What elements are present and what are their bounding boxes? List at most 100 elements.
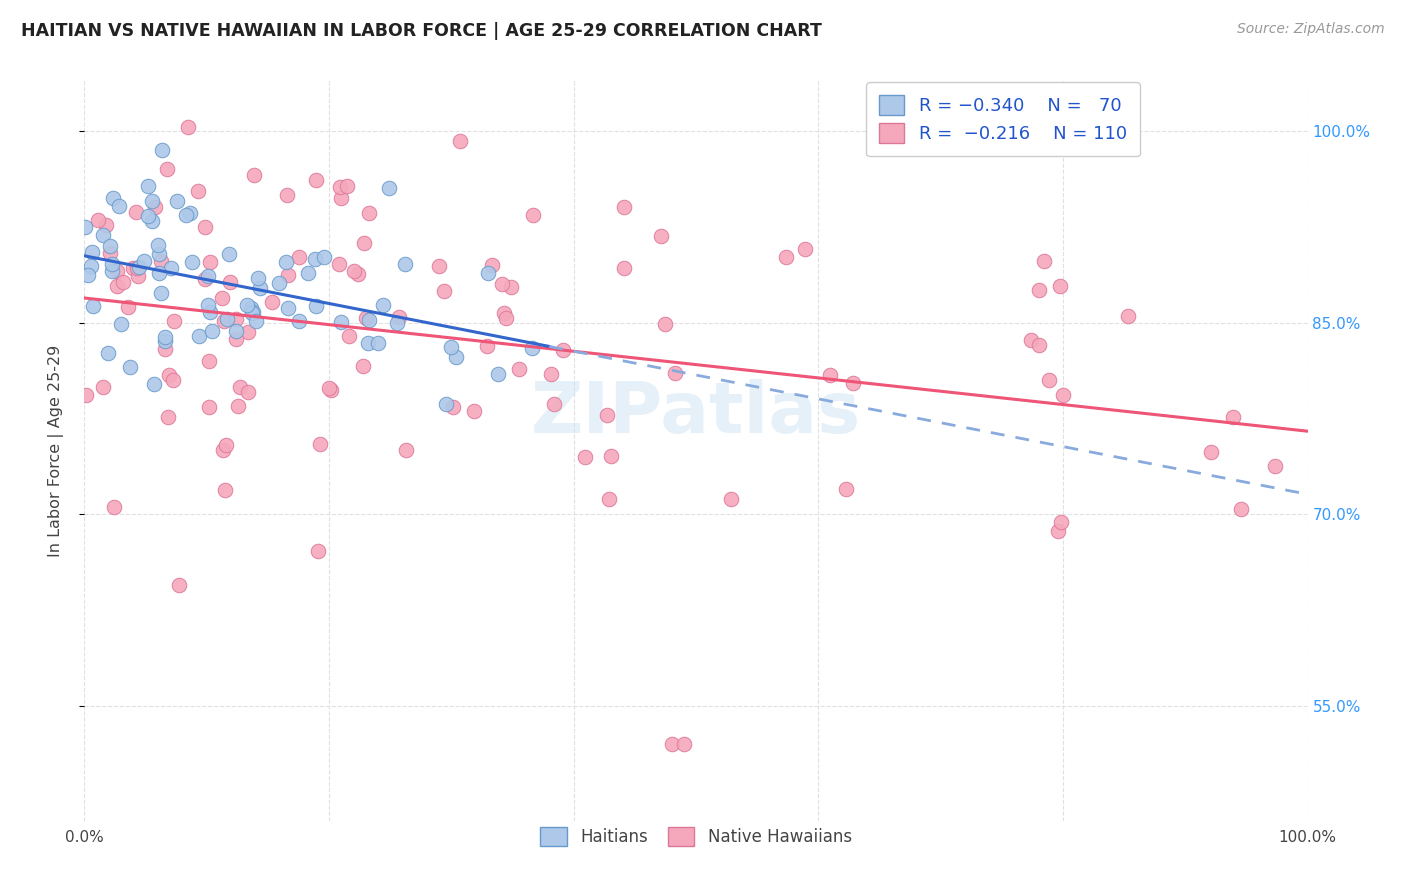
- Point: [329, 315, 352, 329]
- Point: [93, 380, 115, 394]
- Point: [157, 410, 180, 425]
- Point: [181, 255, 204, 269]
- Point: [328, 257, 350, 271]
- Point: [276, 254, 298, 268]
- Point: [598, 491, 620, 506]
- Point: [720, 491, 742, 506]
- Point: [150, 143, 173, 157]
- Point: [87, 212, 110, 227]
- Point: [775, 250, 797, 264]
- Point: [394, 442, 416, 457]
- Point: [553, 343, 575, 357]
- Point: [98, 246, 121, 260]
- Point: [98, 239, 121, 253]
- Point: [149, 286, 172, 301]
- Text: ZIPatlas: ZIPatlas: [531, 379, 860, 448]
- Point: [225, 324, 247, 338]
- Point: [242, 305, 264, 319]
- Point: [305, 173, 328, 187]
- Point: [297, 266, 319, 280]
- Point: [79, 259, 101, 273]
- Point: [307, 544, 329, 558]
- Point: [153, 342, 176, 356]
- Point: [793, 242, 815, 256]
- Point: [444, 351, 467, 365]
- Point: [128, 260, 150, 275]
- Point: [229, 380, 252, 394]
- Point: [276, 188, 298, 202]
- Point: [1264, 458, 1286, 473]
- Point: [475, 339, 498, 353]
- Point: [318, 381, 340, 395]
- Point: [664, 366, 686, 380]
- Point: [198, 305, 221, 319]
- Point: [343, 264, 366, 278]
- Point: [357, 206, 380, 220]
- Point: [463, 404, 485, 418]
- Point: [1046, 524, 1069, 539]
- Point: [329, 180, 352, 194]
- Point: [240, 306, 263, 320]
- Point: [211, 291, 233, 305]
- Point: [153, 334, 176, 348]
- Point: [1028, 283, 1050, 297]
- Point: [245, 314, 267, 328]
- Point: [312, 250, 335, 264]
- Point: [112, 275, 135, 289]
- Point: [449, 134, 471, 148]
- Point: [246, 271, 269, 285]
- Point: [91, 227, 114, 242]
- Point: [186, 184, 208, 198]
- Point: [238, 325, 260, 339]
- Point: [110, 317, 132, 331]
- Point: [441, 400, 464, 414]
- Point: [141, 214, 163, 228]
- Point: [337, 329, 360, 343]
- Point: [97, 346, 120, 360]
- Point: [215, 437, 238, 451]
- Point: [287, 314, 309, 328]
- Point: [1116, 309, 1139, 323]
- Point: [145, 200, 167, 214]
- Point: [148, 247, 170, 261]
- Point: [613, 261, 636, 276]
- Text: Source: ZipAtlas.com: Source: ZipAtlas.com: [1237, 22, 1385, 37]
- Point: [214, 313, 236, 327]
- Point: [1033, 254, 1056, 268]
- Point: [346, 268, 368, 282]
- Point: [143, 377, 166, 392]
- Point: [429, 259, 451, 273]
- Point: [304, 252, 326, 267]
- Point: [835, 483, 858, 497]
- Point: [336, 178, 359, 193]
- Point: [654, 317, 676, 331]
- Point: [226, 400, 249, 414]
- Point: [215, 312, 238, 326]
- Point: [76, 268, 98, 283]
- Point: [94, 218, 117, 232]
- Point: [197, 268, 219, 283]
- Point: [136, 209, 159, 223]
- Point: [352, 359, 374, 373]
- Point: [225, 312, 247, 326]
- Point: [177, 120, 200, 135]
- Point: [108, 199, 131, 213]
- Point: [661, 737, 683, 751]
- Point: [262, 295, 284, 310]
- Point: [501, 279, 523, 293]
- Point: [101, 263, 124, 277]
- Point: [156, 161, 179, 176]
- Point: [330, 191, 353, 205]
- Point: [127, 268, 149, 283]
- Point: [236, 297, 259, 311]
- Point: [146, 237, 169, 252]
- Point: [125, 261, 148, 276]
- Point: [218, 247, 240, 261]
- Point: [75, 219, 97, 234]
- Point: [353, 235, 375, 250]
- Point: [1019, 333, 1042, 347]
- Point: [394, 256, 416, 270]
- Point: [243, 168, 266, 182]
- Point: [238, 385, 260, 400]
- Point: [80, 245, 103, 260]
